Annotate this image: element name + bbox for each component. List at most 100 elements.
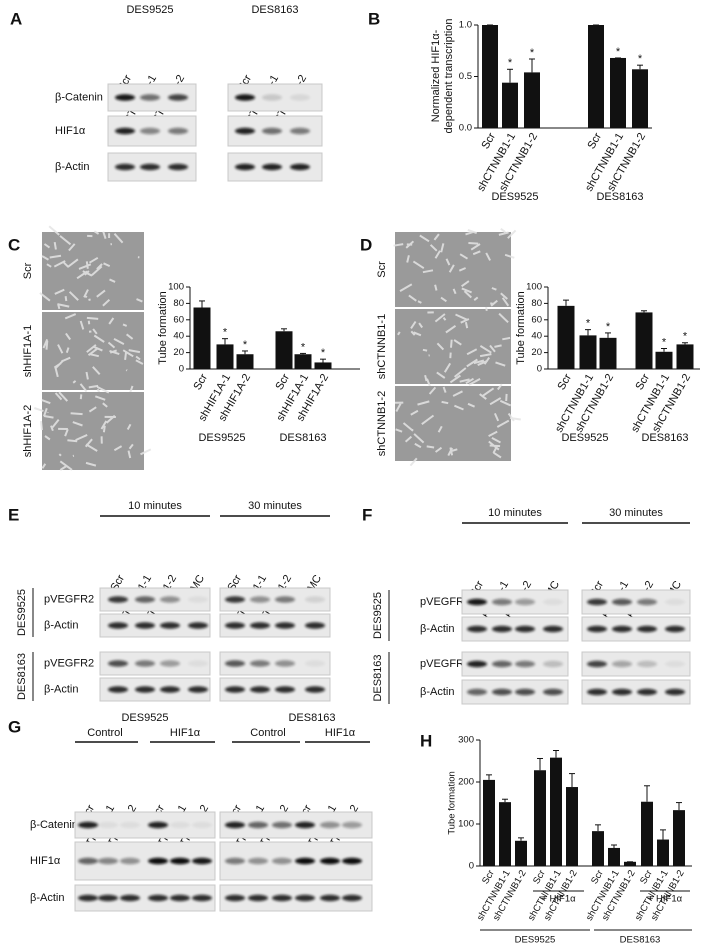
band (140, 163, 160, 171)
bar (632, 69, 648, 128)
band (295, 821, 315, 829)
band (98, 857, 118, 865)
band (160, 660, 180, 667)
band (135, 622, 155, 629)
band (637, 625, 657, 633)
band (612, 660, 632, 668)
cell-network (33, 386, 152, 471)
band (148, 857, 168, 865)
band (543, 660, 563, 668)
band (515, 660, 535, 668)
band (168, 127, 188, 135)
y-tick-label: 20 (531, 347, 542, 358)
bar (610, 57, 626, 128)
bar (624, 861, 636, 866)
y-tick-label: 0 (179, 364, 184, 375)
band (467, 660, 487, 668)
y-tick-label: 100 (458, 819, 474, 830)
x-tick-label: Scr (633, 372, 652, 393)
band (515, 688, 535, 696)
band (192, 821, 212, 829)
micrograph (395, 309, 511, 384)
band (492, 660, 512, 668)
row-label: pVEGFR2 (44, 593, 94, 605)
row-label: β-Actin (420, 623, 454, 635)
row-label: β-Actin (44, 683, 78, 695)
y-axis-title: Tube formation (515, 291, 527, 365)
panel-letter: B (368, 9, 380, 28)
condition-label: HIF1α (325, 727, 356, 739)
x-tick-label: Scr (479, 131, 498, 152)
significance-mark: * (530, 47, 535, 59)
panel-letter: C (8, 235, 20, 254)
group-label: DES8163 (596, 191, 643, 203)
band (160, 596, 180, 603)
bar (673, 810, 685, 866)
band (275, 660, 295, 667)
cell-network (394, 383, 521, 467)
y-tick-label: 100 (168, 282, 184, 293)
band (108, 622, 128, 629)
timepoint-label: 30 minutes (609, 507, 663, 519)
band (305, 686, 325, 693)
band (492, 688, 512, 696)
y-axis-title: Normalized HIF1α- (430, 29, 442, 122)
row-label: β-Catenin (55, 91, 103, 103)
band (665, 660, 685, 668)
band (290, 163, 310, 171)
condition-label: HIF1α (170, 727, 201, 739)
bar (294, 354, 312, 369)
band (78, 857, 98, 865)
band (115, 94, 135, 101)
band (515, 625, 535, 633)
significance-mark: * (301, 341, 306, 353)
y-tick-label: 0 (537, 364, 542, 375)
bar (557, 305, 575, 369)
y-tick-label: 60 (173, 314, 184, 325)
band (342, 894, 362, 902)
band (275, 596, 295, 603)
cell-line-label: DES9525 (126, 4, 173, 16)
band (98, 894, 118, 902)
group-label: DES8163 (641, 432, 688, 444)
y-tick-label: 100 (526, 282, 542, 293)
cell-line-label: DES9525 (372, 592, 384, 639)
band (225, 857, 245, 865)
band (188, 686, 208, 693)
band (188, 622, 208, 629)
significance-mark: * (508, 57, 513, 69)
timepoint-label: 10 minutes (488, 507, 542, 519)
group-label: DES8163 (279, 432, 326, 444)
bar (676, 344, 694, 369)
group-label: DES9525 (198, 432, 245, 444)
band (135, 686, 155, 693)
group-label: DES9525 (515, 935, 556, 946)
band (248, 894, 268, 902)
significance-mark: * (321, 347, 326, 359)
band (170, 894, 190, 902)
band (587, 625, 607, 633)
bar (499, 802, 511, 866)
band (115, 163, 135, 171)
cell-line-label: DES8163 (251, 4, 298, 16)
panel-letter: G (8, 717, 21, 736)
band (515, 598, 535, 606)
row-label: pVEGFR2 (44, 657, 94, 669)
band (115, 127, 135, 135)
significance-mark: * (223, 327, 228, 339)
band (160, 622, 180, 629)
band (192, 857, 212, 865)
group-label: DES8163 (620, 935, 661, 946)
cell-line-label: DES8163 (288, 712, 335, 724)
band (250, 596, 270, 603)
panel-letter: A (10, 9, 22, 28)
band (168, 94, 188, 101)
band (305, 660, 325, 667)
band (148, 894, 168, 902)
x-tick-label: Scr (585, 131, 604, 152)
band (665, 598, 685, 606)
band (320, 857, 340, 865)
band (612, 625, 632, 633)
band (235, 127, 255, 135)
